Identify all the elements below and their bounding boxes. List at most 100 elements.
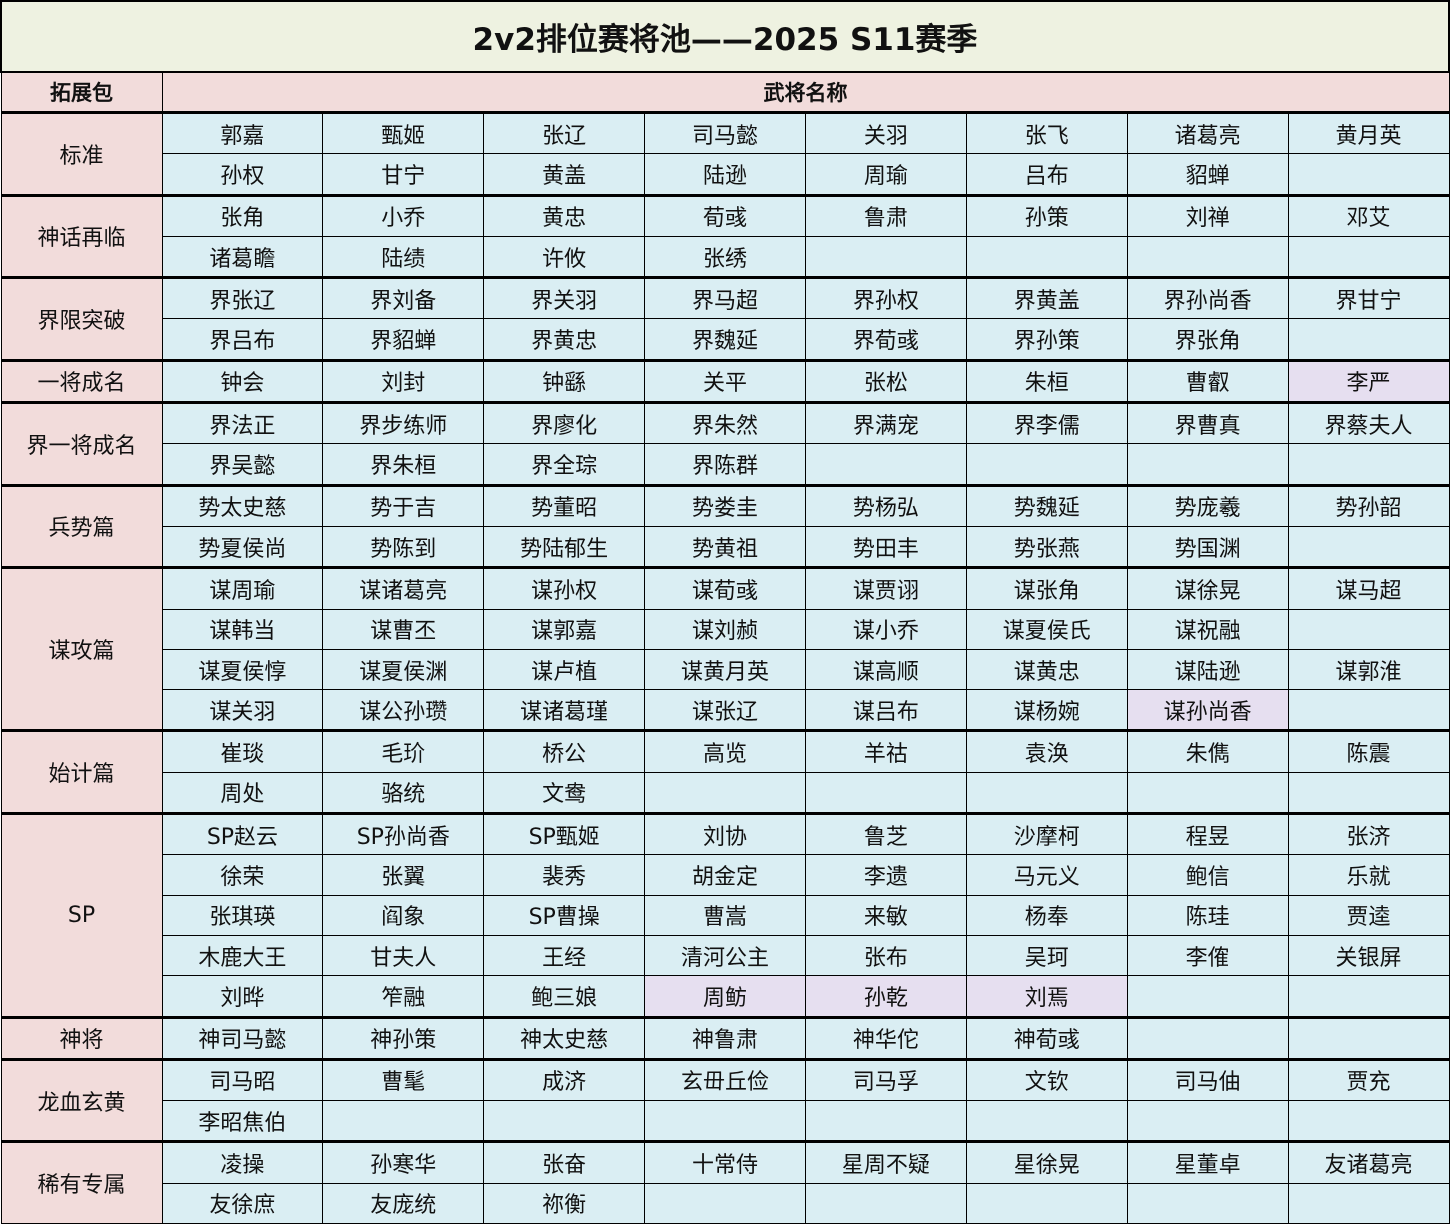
general-cell: 李严 xyxy=(1287,358,1450,404)
general-cell: 木鹿大王 xyxy=(161,934,324,977)
general-cell: 谋诸葛亮 xyxy=(322,566,485,610)
general-cell: 凌操 xyxy=(161,1140,324,1184)
general-cell: 势杨弘 xyxy=(805,483,967,527)
general-cell: 黄忠 xyxy=(483,193,646,237)
general-cell: 李傕 xyxy=(1126,934,1289,977)
table-row: 界吕布 界貂蝉 界黄忠 界魏延 界荀彧 界孙策 界张角 xyxy=(1,318,1450,361)
general-cell: 谋徐晃 xyxy=(1126,566,1289,610)
empty-cell xyxy=(1287,153,1450,196)
general-cell: 笮融 xyxy=(322,975,485,1018)
general-cell: 孙权 xyxy=(161,153,324,196)
general-cell: 张松 xyxy=(805,358,967,404)
general-cell: 星徐晃 xyxy=(965,1140,1128,1184)
general-cell: 界刘备 xyxy=(322,276,485,320)
package-name: 界限突破 xyxy=(0,276,163,361)
general-cell: 神太史慈 xyxy=(483,1015,646,1060)
general-cell: 谋荀彧 xyxy=(644,566,806,610)
general-cell: 谋高顺 xyxy=(805,648,967,691)
general-cell: 谋卢植 xyxy=(483,648,646,691)
general-cell: 张飞 xyxy=(965,110,1128,155)
table-row: 神将 神司马懿 神孙策 神太史慈 神鲁肃 神华佗 神荀彧 xyxy=(0,1015,1450,1060)
table-row: 徐荣 张翼 裴秀 胡金定 李遗 马元义 鲍信 乐就 xyxy=(1,854,1450,896)
empty-cell xyxy=(1287,771,1450,815)
general-cell: SP曹操 xyxy=(483,894,646,936)
general-cell: 谋曹丕 xyxy=(322,608,485,650)
table-row: 刘晔 笮融 鲍三娘 周鲂 孙乾 刘焉 xyxy=(1,975,1450,1018)
general-cell: 谋关羽 xyxy=(161,689,324,732)
general-cell: 界蔡夫人 xyxy=(1287,401,1450,445)
general-cell: 桥公 xyxy=(483,729,646,773)
table-row: 张琪瑛 阎象 SP曹操 曹嵩 来敏 杨奉 陈珪 贾逵 xyxy=(1,894,1450,936)
package-name: 稀有专属 xyxy=(0,1140,163,1224)
general-cell: 谋黄忠 xyxy=(965,648,1128,691)
general-cell: 刘焉 xyxy=(965,975,1128,1018)
general-cell: 神司马懿 xyxy=(161,1015,324,1060)
general-cell: 鲁肃 xyxy=(805,193,967,237)
general-cell: 许攸 xyxy=(483,235,646,279)
general-cell: 王经 xyxy=(483,934,646,977)
empty-cell xyxy=(1287,443,1450,486)
general-cell: 界陈群 xyxy=(644,443,806,486)
general-cell: 司马孚 xyxy=(805,1057,967,1102)
general-cell: 谋小乔 xyxy=(805,608,967,650)
general-cell: 马元义 xyxy=(965,854,1128,896)
table-row: 界吴懿 界朱桓 界全琮 界陈群 xyxy=(1,443,1450,486)
general-cell: 司马昭 xyxy=(161,1057,324,1102)
general-cell: 界张辽 xyxy=(161,276,324,320)
general-cell: 祢衡 xyxy=(483,1182,646,1224)
general-cell: 杨奉 xyxy=(965,894,1128,936)
header-package: 拓展包 xyxy=(0,71,163,113)
general-cell: 关羽 xyxy=(805,110,967,155)
general-cell: 谋周瑜 xyxy=(161,566,324,610)
empty-cell xyxy=(1126,235,1289,279)
table-row: 李昭焦伯 xyxy=(1,1100,1450,1143)
empty-cell xyxy=(644,771,806,815)
general-cell: 张布 xyxy=(805,934,967,977)
general-cell: 甘宁 xyxy=(322,153,485,196)
general-cell: 界孙策 xyxy=(965,318,1128,361)
general-cell: 谋祝融 xyxy=(1126,608,1289,650)
package-name: 标准 xyxy=(0,111,163,196)
package-name: 神将 xyxy=(0,1015,163,1060)
general-cell: 界朱桓 xyxy=(322,443,485,486)
table-row: 标准 郭嘉 甄姬 张辽 司马懿 关羽 张飞 诸葛亮 黄月英 xyxy=(0,110,1450,196)
table-row: 友徐庶 友庞统 祢衡 xyxy=(1,1182,1450,1224)
table-row: 龙血玄黄 司马昭 曹髦 成济 玄毌丘俭 司马孚 文钦 司马伷 贾充 xyxy=(0,1057,1450,1143)
package-name: 始计篇 xyxy=(0,729,163,815)
general-cell: 势陈到 xyxy=(322,525,485,569)
empty-cell xyxy=(805,1100,967,1143)
general-cell: 界满宠 xyxy=(805,401,967,445)
general-cell: 界孙尚香 xyxy=(1126,276,1289,320)
general-cell: 诸葛瞻 xyxy=(161,235,324,279)
general-cell: 吕布 xyxy=(965,153,1128,196)
empty-cell xyxy=(805,771,967,815)
general-cell: 谋夏侯渊 xyxy=(322,648,485,691)
empty-cell xyxy=(1287,689,1450,732)
general-cell: 邓艾 xyxy=(1287,193,1450,237)
empty-cell xyxy=(1287,1182,1450,1224)
package-name: 界一将成名 xyxy=(0,401,163,486)
empty-cell xyxy=(1287,235,1450,279)
general-cell: 神孙策 xyxy=(322,1015,485,1060)
general-cell: 界黄盖 xyxy=(965,276,1128,320)
general-cell: 势娄圭 xyxy=(644,483,806,527)
package-name: 谋攻篇 xyxy=(0,566,163,732)
empty-cell xyxy=(322,1100,485,1143)
general-cell: 胡金定 xyxy=(644,854,806,896)
general-cell: 界马超 xyxy=(644,276,806,320)
general-cell: 谋马超 xyxy=(1287,566,1450,610)
general-cell: 谋孙尚香 xyxy=(1126,689,1289,732)
general-cell: 陆逊 xyxy=(644,153,806,196)
general-cell: 界步练师 xyxy=(322,401,485,445)
table-row: 谋攻篇 谋周瑜 谋诸葛亮 谋孙权 谋荀彧 谋贾诩 谋张角 谋徐晃 谋马超 xyxy=(0,566,1450,732)
general-cell: 谋杨婉 xyxy=(965,689,1128,732)
general-cell: 朱儁 xyxy=(1126,729,1289,773)
table-row: 诸葛瞻 陆绩 许攸 张绣 xyxy=(1,235,1450,279)
general-cell: 界法正 xyxy=(161,401,324,445)
general-cell: 势董昭 xyxy=(483,483,646,527)
general-cell: 谋贾诩 xyxy=(805,566,967,610)
general-cell: 势太史慈 xyxy=(161,483,324,527)
table-row: SP SP赵云 SP孙尚香 SP甄姬 刘协 鲁芝 沙摩柯 程昱 张济 xyxy=(0,812,1450,1018)
general-cell: 周鲂 xyxy=(644,975,806,1018)
general-cell: 鲍信 xyxy=(1126,854,1289,896)
